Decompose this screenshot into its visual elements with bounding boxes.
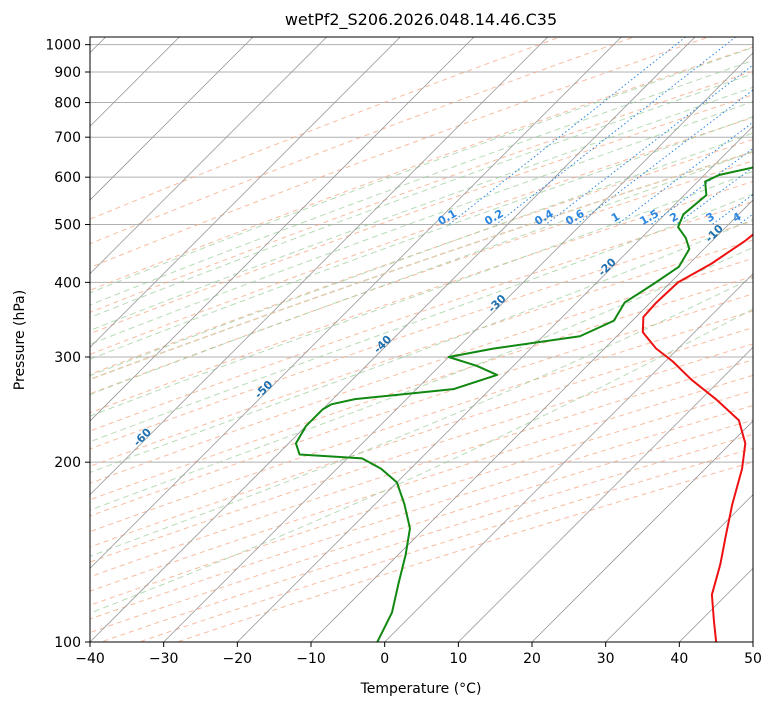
isotherm-line bbox=[90, 37, 696, 642]
x-tick-label: 0 bbox=[380, 651, 389, 667]
y-tick-label: 400 bbox=[54, 275, 81, 291]
isotherms bbox=[90, 37, 753, 642]
moist-adiabats bbox=[90, 46, 753, 614]
mixing-ratio-lines bbox=[448, 37, 753, 225]
chart-title: wetPf2_S206.2026.048.14.46.C35 bbox=[285, 10, 557, 30]
x-axis: −40 −30 −20 −10 0 10 20 30 40 50 bbox=[75, 642, 762, 667]
x-tick-label: 30 bbox=[597, 651, 615, 667]
dry-adiabat bbox=[90, 37, 636, 245]
isotherm-line bbox=[90, 37, 549, 496]
dewpoint-profile bbox=[294, 166, 753, 642]
hghz-curve bbox=[90, 151, 753, 381]
y-tick-label: 200 bbox=[54, 455, 81, 471]
y-tick-label: 900 bbox=[54, 65, 81, 81]
dry-adiabat bbox=[90, 310, 753, 533]
y-tick-label: 300 bbox=[54, 350, 81, 366]
isotherm-line bbox=[384, 273, 753, 642]
dry-adiabat bbox=[90, 37, 711, 268]
moist-adiabat bbox=[90, 132, 753, 377]
y-tick-label: 100 bbox=[54, 635, 81, 651]
dry-adiabat bbox=[90, 419, 753, 634]
y-tick-label: 800 bbox=[54, 96, 81, 112]
x-tick-label: 50 bbox=[744, 651, 762, 667]
mixing-ratio-line bbox=[576, 89, 753, 225]
dry-adiabat bbox=[99, 433, 753, 642]
isotherm-label: -20 bbox=[596, 255, 619, 278]
hghz-line bbox=[90, 151, 753, 381]
moist-adiabat bbox=[90, 170, 753, 417]
dry-adiabat bbox=[90, 46, 753, 291]
isotherm-line bbox=[90, 37, 475, 422]
y-axis: 1000 900 800 700 600 500 400 300 200 100 bbox=[45, 38, 90, 651]
x-tick-label: 40 bbox=[670, 651, 688, 667]
isotherm-line bbox=[163, 52, 753, 642]
x-tick-label: −40 bbox=[75, 651, 105, 667]
dry-adiabat bbox=[90, 180, 753, 414]
isotherm-line bbox=[90, 37, 401, 348]
moist-adiabat bbox=[90, 246, 753, 511]
plot-frame bbox=[89, 36, 754, 643]
mixing-ratio-line bbox=[495, 37, 737, 225]
dry-adiabat bbox=[90, 117, 753, 355]
isotherm-line bbox=[310, 199, 753, 642]
y-tick-label: 700 bbox=[54, 130, 81, 146]
sounding-profiles bbox=[294, 166, 753, 642]
dry-adiabat bbox=[90, 343, 753, 563]
dry-adiabat bbox=[90, 404, 753, 620]
moist-adiabat bbox=[90, 218, 753, 474]
dry-adiabat bbox=[90, 200, 753, 432]
x-tick-label: −20 bbox=[223, 651, 253, 667]
isotherm-line bbox=[605, 494, 753, 642]
x-tick-label: 10 bbox=[449, 651, 467, 667]
pressure-gridlines bbox=[90, 44, 753, 642]
mixing-ratio-line bbox=[738, 213, 753, 225]
y-tick-label: 1000 bbox=[45, 38, 81, 54]
x-tick-label: −30 bbox=[149, 651, 179, 667]
x-tick-label: −10 bbox=[296, 651, 326, 667]
isotherm-line bbox=[236, 125, 753, 642]
temperature-profile bbox=[641, 233, 753, 642]
isotherm-line bbox=[752, 641, 753, 642]
y-tick-label: 600 bbox=[54, 170, 81, 186]
moist-adiabat bbox=[90, 100, 753, 345]
isotherm-line bbox=[90, 37, 254, 201]
y-tick-label: 500 bbox=[54, 217, 81, 233]
isotherm-label: -60 bbox=[131, 425, 154, 448]
dry-adiabat bbox=[90, 359, 753, 578]
y-axis-label: Pressure (hPa) bbox=[12, 290, 28, 390]
isotherm-line bbox=[90, 37, 328, 275]
isotherm-line bbox=[531, 420, 753, 642]
isoline-labels: -60-50-40-30-20-100.1 0.2 0.4 0.6 1 1.5 2 3 4 bbox=[131, 207, 744, 449]
dry-adiabat bbox=[90, 70, 753, 313]
dry-adiabats bbox=[90, 37, 753, 642]
isotherm-label: -40 bbox=[371, 332, 394, 355]
dry-adiabat bbox=[90, 390, 753, 606]
isotherm-line bbox=[457, 346, 753, 642]
dry-adiabat bbox=[175, 461, 753, 642]
dry-adiabat bbox=[90, 374, 753, 592]
x-tick-label: 20 bbox=[523, 651, 541, 667]
x-axis-label: Temperature (°C) bbox=[360, 681, 482, 697]
dry-adiabat bbox=[90, 257, 753, 484]
isotherm-line bbox=[90, 37, 622, 569]
mixing-ratio-line bbox=[650, 147, 753, 225]
dry-adiabat bbox=[90, 239, 753, 467]
dry-adiabat bbox=[137, 447, 753, 642]
isotherm-label: -50 bbox=[252, 378, 275, 401]
isotherm-label: -10 bbox=[703, 222, 726, 245]
